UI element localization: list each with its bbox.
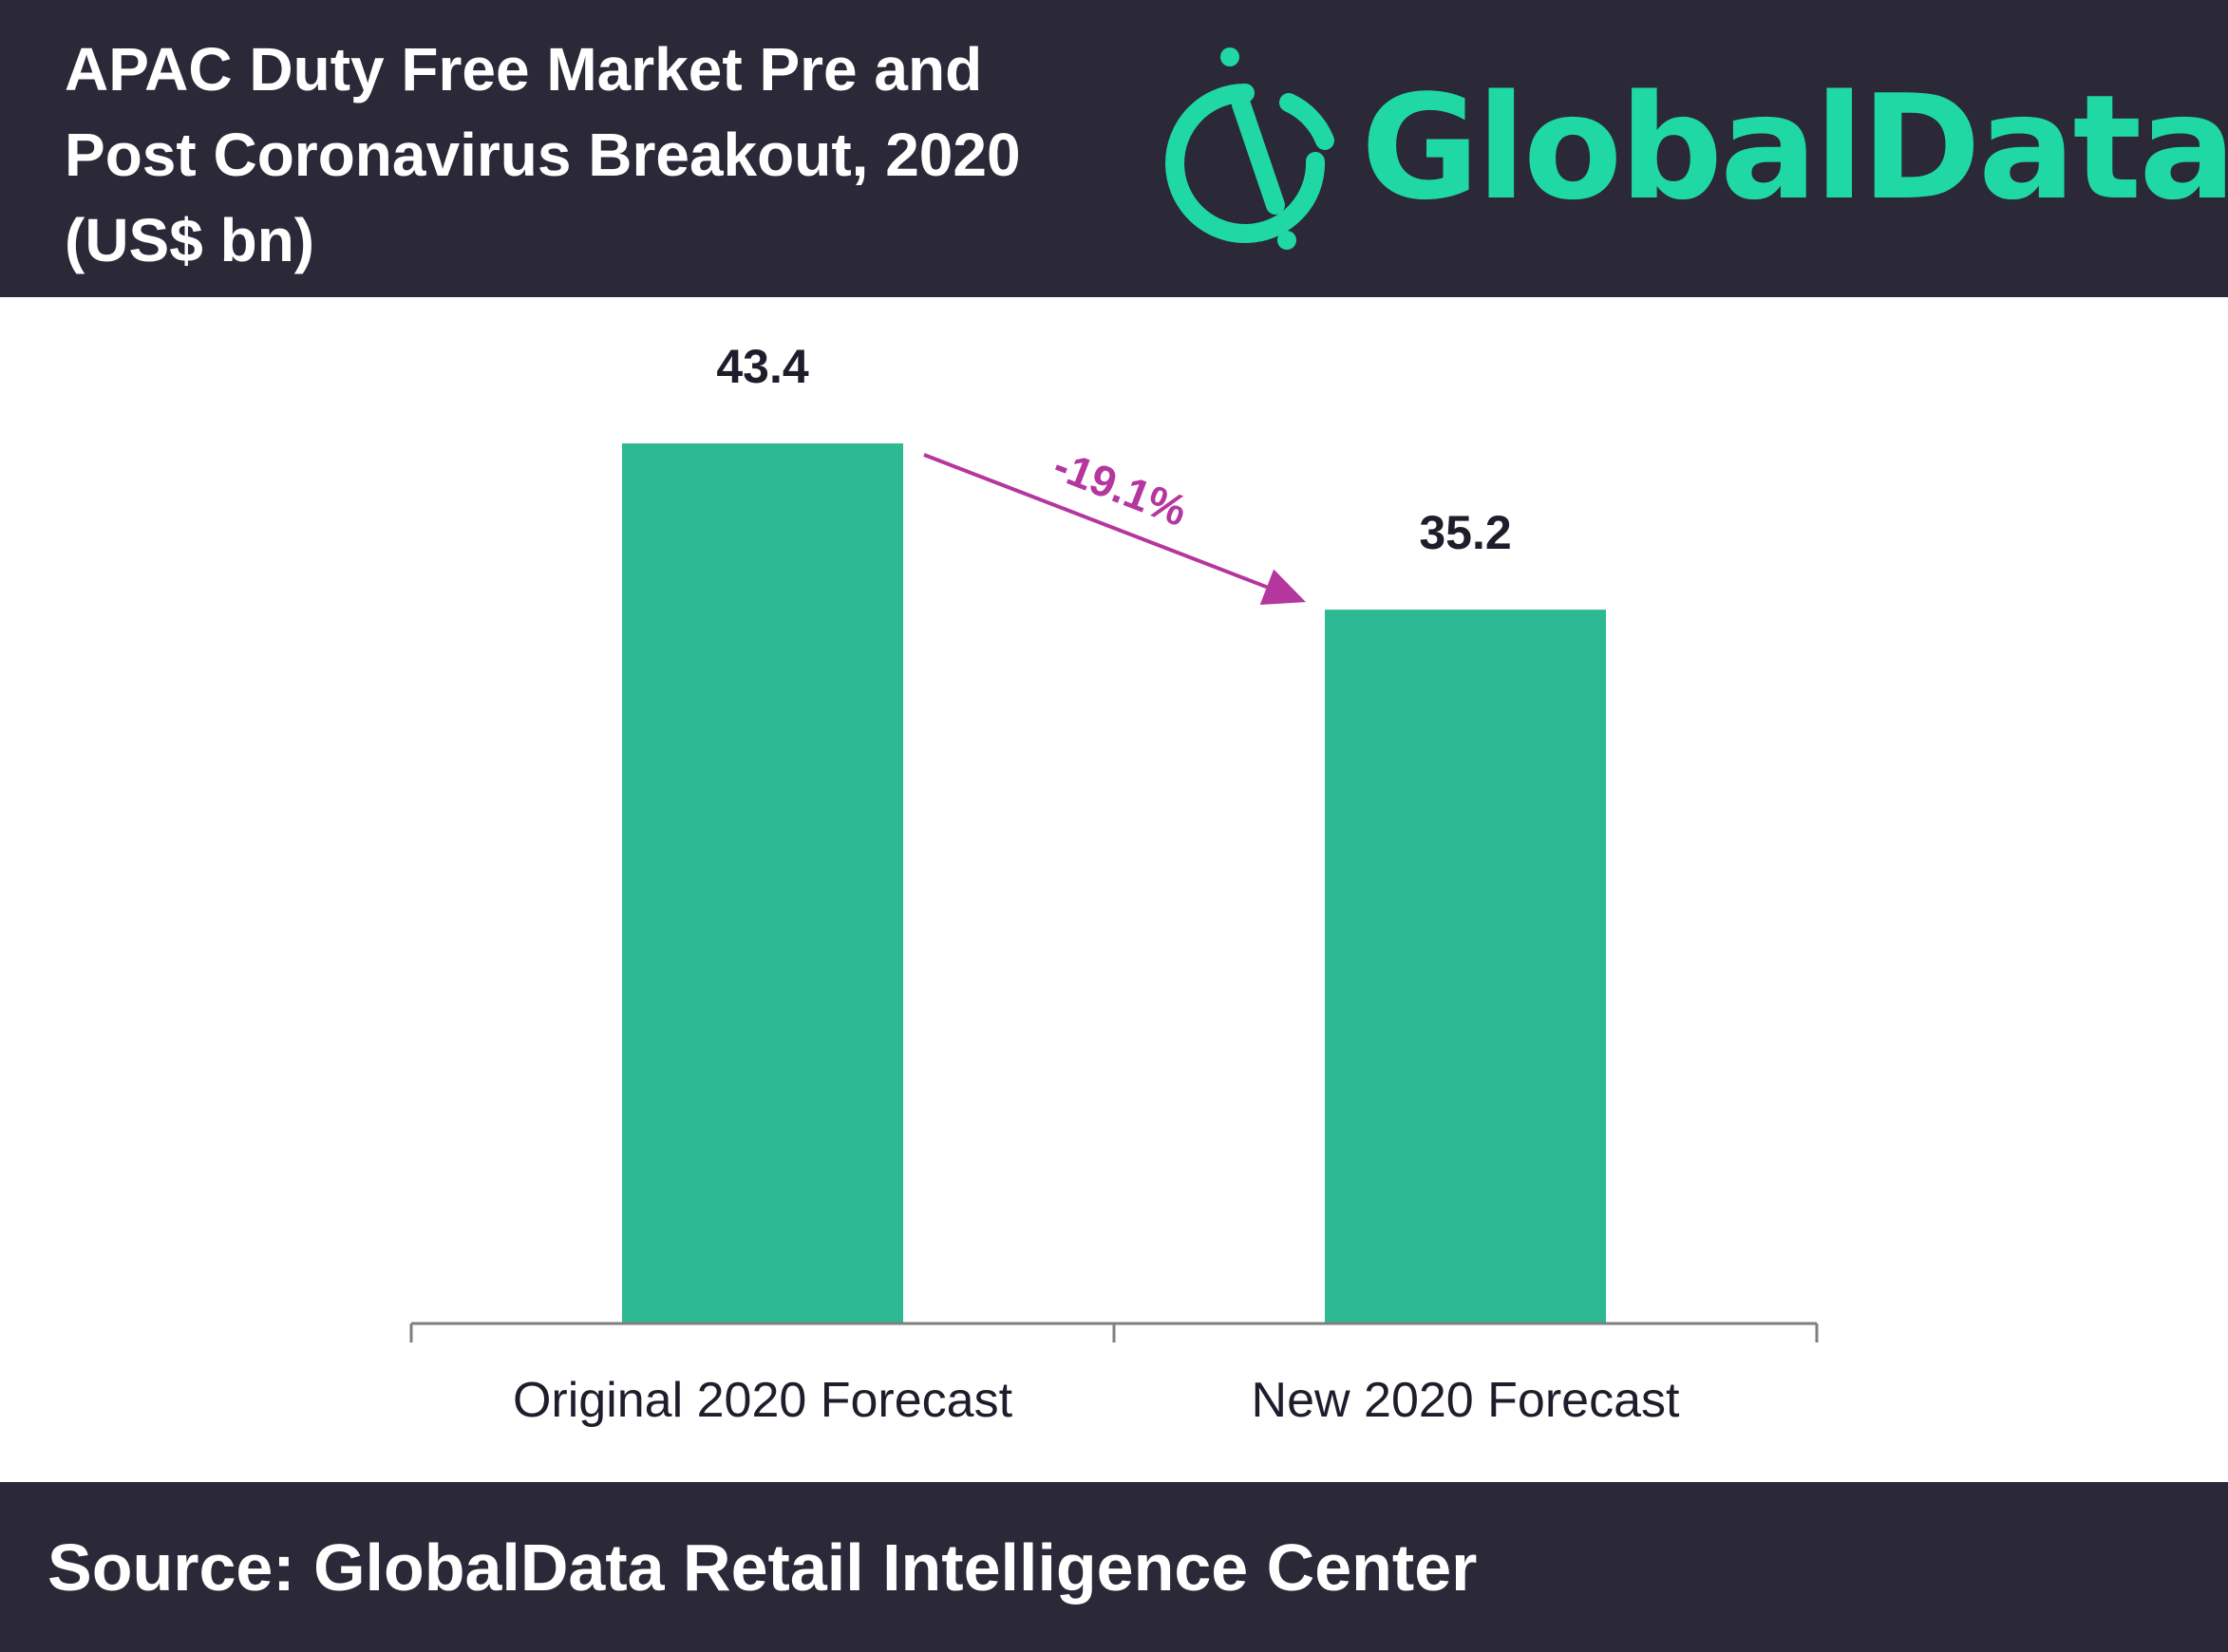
logo-wordmark: GlobalData. bbox=[1361, 64, 2228, 232]
category-label-0: Original 2020 Forecast bbox=[513, 1373, 1013, 1428]
header-band: APAC Duty Free Market Pre and Post Coron… bbox=[0, 0, 2228, 297]
change-arrow-line bbox=[923, 453, 1268, 590]
chart-title: APAC Duty Free Market Pre and Post Coron… bbox=[65, 35, 1021, 274]
change-arrow-head bbox=[1259, 569, 1306, 605]
value-label-0: 43.4 bbox=[716, 340, 809, 393]
value-label-1: 35.2 bbox=[1419, 506, 1511, 559]
bar-1 bbox=[1325, 610, 1606, 1323]
bar-0 bbox=[622, 443, 903, 1323]
category-label-1: New 2020 Forecast bbox=[1252, 1373, 1680, 1428]
logo-mark-icon bbox=[1165, 47, 1334, 250]
chart-area: 43.4 Original 2020 Forecast 35.2 New 2020 F… bbox=[0, 297, 2228, 1482]
bar-chart: 43.4 Original 2020 Forecast 35.2 New 2020 F… bbox=[409, 340, 1819, 1428]
change-annotation: -19.1% bbox=[1047, 440, 1194, 535]
globaldata-logo: GlobalData. bbox=[1154, 46, 2228, 254]
footer-band: Source: GlobalData Retail Intelligence C… bbox=[0, 1482, 2228, 1652]
source-note: Source: GlobalData Retail Intelligence C… bbox=[47, 1530, 1478, 1605]
